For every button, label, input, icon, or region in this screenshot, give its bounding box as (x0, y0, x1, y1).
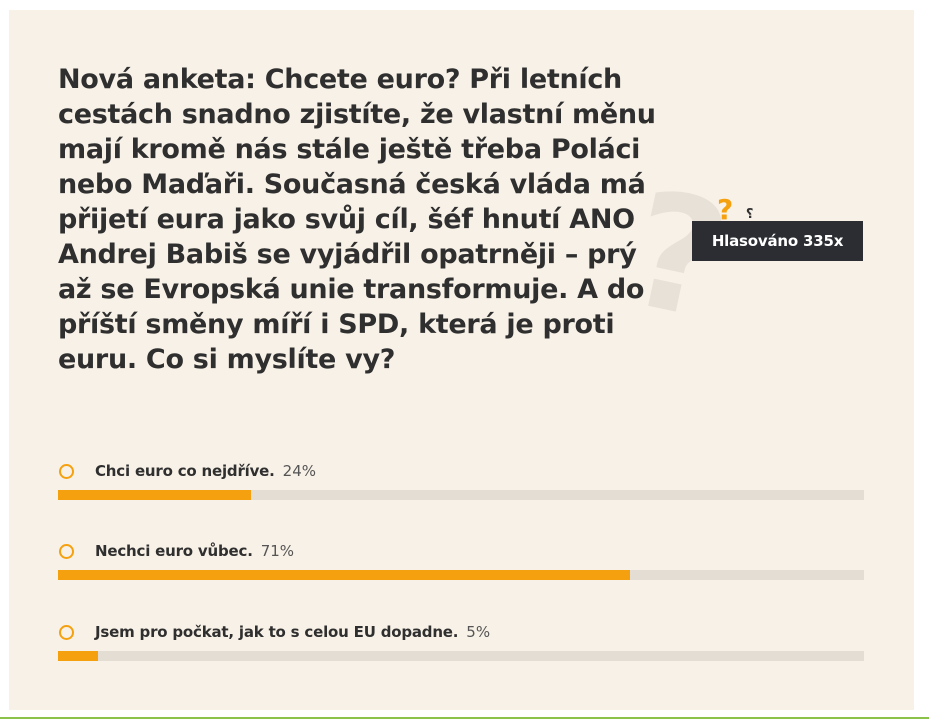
poll-card: Nová anketa: Chcete euro? Při letních ce… (9, 10, 914, 710)
result-bar-fill (58, 570, 631, 580)
radio-button[interactable] (59, 543, 74, 559)
poll-option-label[interactable]: Jsem pro počkat, jak to s celou EU dopad… (95, 623, 459, 641)
poll-option-label[interactable]: Chci euro co nejdříve. (95, 462, 275, 480)
poll-option-3[interactable]: Jsem pro počkat, jak to s celou EU dopad… (58, 621, 864, 661)
poll-option-label[interactable]: Nechci euro vůbec. (95, 542, 253, 560)
bottom-divider (0, 717, 929, 719)
poll-option-percent: 71% (260, 542, 295, 560)
result-bar-track (58, 570, 864, 580)
radio-button[interactable] (59, 463, 74, 479)
poll-option-2[interactable]: Nechci euro vůbec. 71% (58, 540, 864, 580)
poll-option-row[interactable]: Nechci euro vůbec. 71% (58, 540, 864, 562)
small-question-mark-icon: ? (746, 207, 754, 222)
poll-option-1[interactable]: Chci euro co nejdříve. 24% (58, 460, 864, 500)
result-bar-track (58, 490, 864, 500)
votes-count-badge: Hlasováno 335x (692, 221, 863, 261)
question-mark-icon: ? (717, 193, 734, 226)
poll-option-row[interactable]: Chci euro co nejdříve. 24% (58, 460, 864, 482)
radio-button[interactable] (59, 624, 74, 640)
poll-option-row[interactable]: Jsem pro počkat, jak to s celou EU dopad… (58, 621, 864, 643)
poll-option-percent: 24% (282, 462, 317, 480)
result-bar-track (58, 651, 864, 661)
poll-option-percent: 5% (466, 623, 491, 641)
poll-question: Nová anketa: Chcete euro? Při letních ce… (58, 64, 656, 375)
result-bar-fill (58, 651, 99, 661)
result-bar-fill (58, 490, 252, 500)
